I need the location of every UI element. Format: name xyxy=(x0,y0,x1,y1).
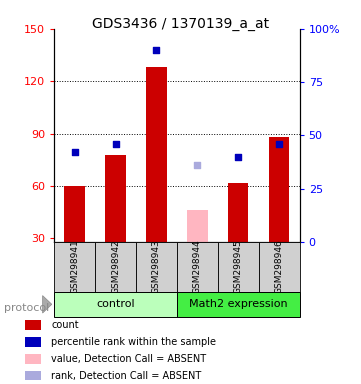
Point xyxy=(235,154,241,160)
Bar xyxy=(218,242,259,292)
Bar xyxy=(95,242,136,292)
Bar xyxy=(187,210,208,242)
Text: percentile rank within the sample: percentile rank within the sample xyxy=(51,337,216,347)
Text: protocol: protocol xyxy=(4,303,49,313)
Bar xyxy=(259,242,300,292)
Bar xyxy=(25,371,41,380)
Text: GDS3436 / 1370139_a_at: GDS3436 / 1370139_a_at xyxy=(92,17,269,31)
Text: GSM298946: GSM298946 xyxy=(275,240,284,294)
Text: GSM298941: GSM298941 xyxy=(70,240,79,294)
Bar xyxy=(25,354,41,364)
Bar xyxy=(228,182,248,242)
Point xyxy=(276,141,282,147)
Point xyxy=(153,47,159,53)
Text: GSM298942: GSM298942 xyxy=(111,240,120,294)
Point xyxy=(72,149,78,156)
Bar xyxy=(136,242,177,292)
Bar xyxy=(64,186,85,242)
Text: count: count xyxy=(51,320,79,330)
Bar xyxy=(54,242,95,292)
Polygon shape xyxy=(43,296,52,313)
Bar xyxy=(177,292,300,317)
Text: rank, Detection Call = ABSENT: rank, Detection Call = ABSENT xyxy=(51,371,201,381)
Bar xyxy=(146,67,167,242)
Text: GSM298944: GSM298944 xyxy=(193,240,202,294)
Text: control: control xyxy=(96,299,135,310)
Bar xyxy=(25,337,41,347)
Bar xyxy=(177,242,218,292)
Bar xyxy=(269,137,290,242)
Text: GSM298943: GSM298943 xyxy=(152,240,161,294)
Point xyxy=(195,162,200,168)
Bar xyxy=(54,292,177,317)
Point xyxy=(113,141,118,147)
Bar xyxy=(105,155,126,242)
Text: value, Detection Call = ABSENT: value, Detection Call = ABSENT xyxy=(51,354,206,364)
Text: GSM298945: GSM298945 xyxy=(234,240,243,294)
Bar xyxy=(25,321,41,330)
Text: Math2 expression: Math2 expression xyxy=(189,299,288,310)
